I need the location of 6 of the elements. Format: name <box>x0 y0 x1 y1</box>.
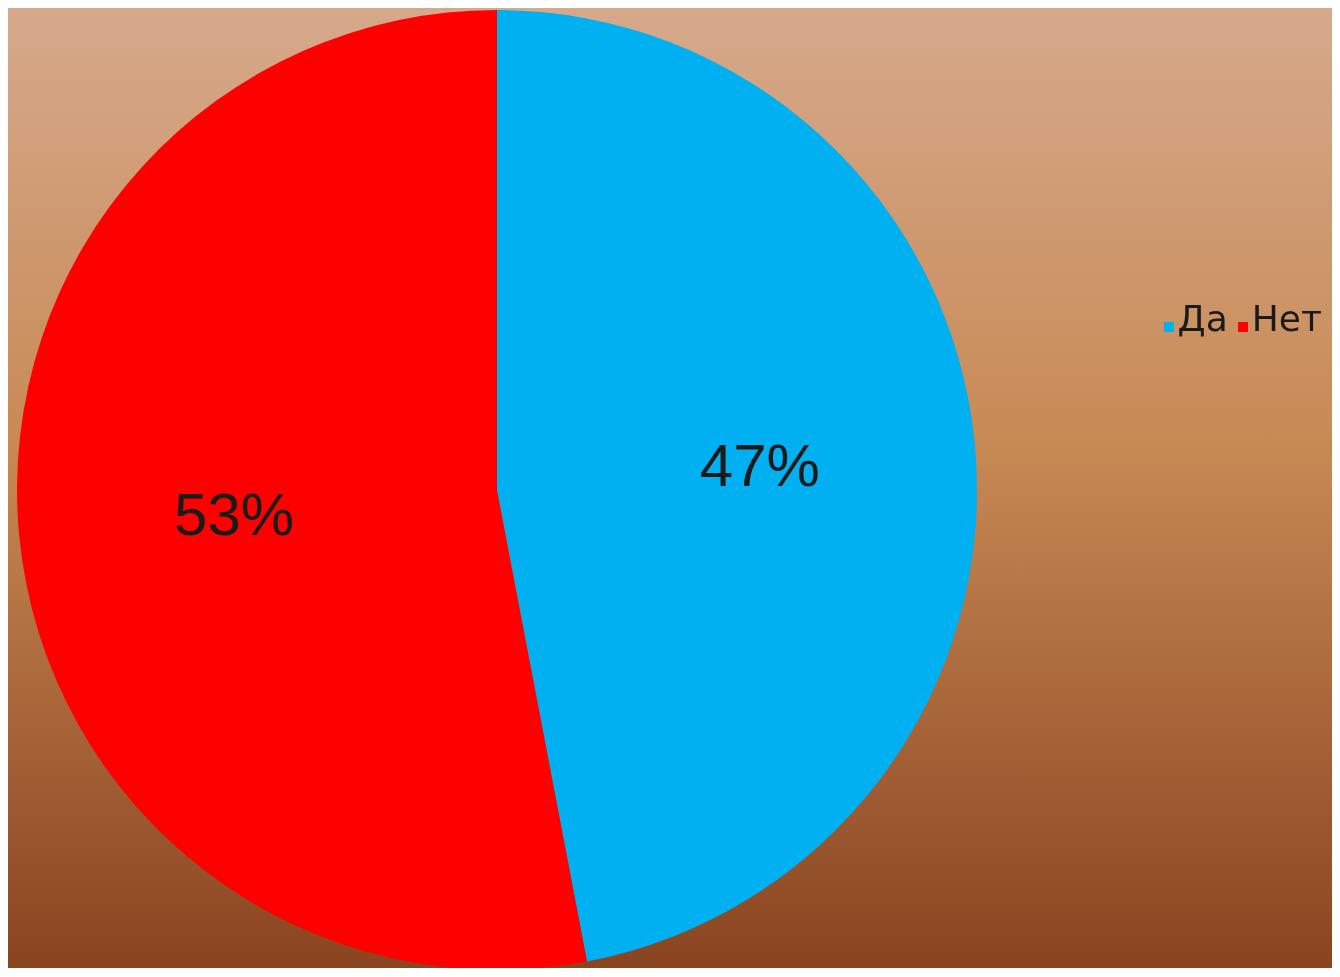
pie-slice <box>497 10 977 962</box>
legend-label: Да <box>1177 298 1228 339</box>
data-label: 47% <box>699 431 820 499</box>
legend-label: Нет <box>1251 298 1322 339</box>
data-label: 53% <box>174 481 295 549</box>
pie-slice <box>17 10 587 968</box>
